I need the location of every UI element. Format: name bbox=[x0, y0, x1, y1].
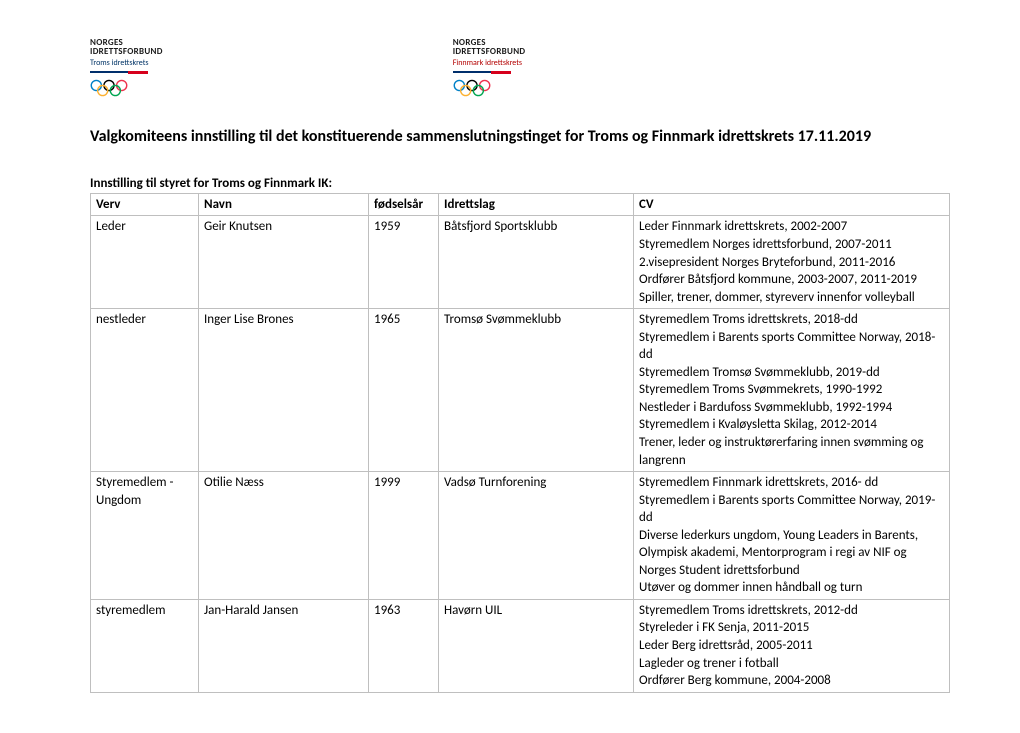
cell-year: 1999 bbox=[369, 472, 439, 600]
cell-verv: Leder bbox=[91, 216, 199, 309]
col-header-verv: Verv bbox=[91, 193, 199, 216]
cv-line: Trener, leder og instruktørerfaring inne… bbox=[639, 434, 944, 469]
board-table: Verv Navn fødselsår Idrettslag CV LederG… bbox=[90, 193, 950, 693]
table-header-row: Verv Navn fødselsår Idrettslag CV bbox=[91, 193, 950, 216]
cv-line: Styremedlem i Kvaløysletta Skilag, 2012-… bbox=[639, 416, 944, 434]
cv-line: Utøver og dommer innen håndball og turn bbox=[639, 579, 944, 597]
cell-navn: Otilie Næss bbox=[199, 472, 369, 600]
cell-cv: Leder Finnmark idrettskrets, 2002-2007St… bbox=[634, 216, 950, 309]
cv-line: Styremedlem Norges idrettsforbund, 2007-… bbox=[639, 236, 944, 254]
cv-line: Styremedlem Tromsø Svømmeklubb, 2019-dd bbox=[639, 364, 944, 382]
col-header-cv: CV bbox=[634, 193, 950, 216]
col-header-year: fødselsår bbox=[369, 193, 439, 216]
cv-line: 2.visepresident Norges Bryteforbund, 201… bbox=[639, 254, 944, 272]
cv-line: Styremedlem Troms Svømmekrets, 1990-1992 bbox=[639, 381, 944, 399]
logo-org-line2: IDRETTSFORBUND bbox=[90, 47, 163, 56]
cv-line: Nestleder i Bardufoss Svømmeklubb, 1992-… bbox=[639, 399, 944, 417]
logo-row: NORGES IDRETTSFORBUND Troms idrettskrets… bbox=[90, 38, 950, 97]
olympic-rings-icon bbox=[453, 79, 491, 97]
cv-line: Styremedlem i Barents sports Committee N… bbox=[639, 329, 944, 364]
cv-line: Ordfører Berg kommune, 2004-2008 bbox=[639, 672, 944, 690]
cell-verv: styremedlem bbox=[91, 599, 199, 692]
cell-idrettslag: Vadsø Turnforening bbox=[439, 472, 634, 600]
cell-cv: Styremedlem Troms idrettskrets, 2012-ddS… bbox=[634, 599, 950, 692]
cv-line: Diverse lederkurs ungdom, Young Leaders … bbox=[639, 527, 944, 580]
cell-year: 1959 bbox=[369, 216, 439, 309]
cv-line: Leder Berg idrettsråd, 2005-2011 bbox=[639, 637, 944, 655]
table-row: nestlederInger Lise Brones1965Tromsø Svø… bbox=[91, 309, 950, 472]
logo-org-line2: IDRETTSFORBUND bbox=[453, 47, 526, 56]
cv-line: Styremedlem Troms idrettskrets, 2018-dd bbox=[639, 311, 944, 329]
cv-line: Styreleder i FK Senja, 2011-2015 bbox=[639, 619, 944, 637]
table-row: LederGeir Knutsen1959Båtsfjord Sportsklu… bbox=[91, 216, 950, 309]
cell-verv: nestleder bbox=[91, 309, 199, 472]
logo-right-bar bbox=[453, 71, 511, 74]
cv-line: Styremedlem Troms idrettskrets, 2012-dd bbox=[639, 602, 944, 620]
cell-year: 1963 bbox=[369, 599, 439, 692]
logo-left-bar bbox=[90, 71, 148, 74]
olympic-rings-icon bbox=[90, 79, 128, 97]
col-header-lag: Idrettslag bbox=[439, 193, 634, 216]
col-header-navn: Navn bbox=[199, 193, 369, 216]
cell-navn: Jan-Harald Jansen bbox=[199, 599, 369, 692]
cell-navn: Inger Lise Brones bbox=[199, 309, 369, 472]
cell-idrettslag: Tromsø Svømmeklubb bbox=[439, 309, 634, 472]
cv-line: Leder Finnmark idrettskrets, 2002-2007 bbox=[639, 218, 944, 236]
cell-cv: Styremedlem Troms idrettskrets, 2018-ddS… bbox=[634, 309, 950, 472]
cv-line: Styremedlem Finnmark idrettskrets, 2016-… bbox=[639, 474, 944, 492]
page-title: Valgkomiteens innstilling til det konsti… bbox=[90, 127, 950, 146]
cv-line: Spiller, trener, dommer, styreverv innen… bbox=[639, 289, 944, 307]
cell-idrettslag: Havørn UIL bbox=[439, 599, 634, 692]
section-heading: Innstilling til styret for Troms og Finn… bbox=[90, 176, 950, 191]
cell-cv: Styremedlem Finnmark idrettskrets, 2016-… bbox=[634, 472, 950, 600]
cell-verv: Styremedlem - Ungdom bbox=[91, 472, 199, 600]
cell-idrettslag: Båtsfjord Sportsklubb bbox=[439, 216, 634, 309]
cell-year: 1965 bbox=[369, 309, 439, 472]
logo-left-sub: Troms idrettskrets bbox=[90, 58, 149, 68]
logo-left: NORGES IDRETTSFORBUND Troms idrettskrets bbox=[90, 38, 163, 97]
cv-line: Ordfører Båtsfjord kommune, 2003-2007, 2… bbox=[639, 271, 944, 289]
logo-right-sub: Finnmark idrettskrets bbox=[453, 58, 522, 68]
logo-right: NORGES IDRETTSFORBUND Finnmark idrettskr… bbox=[453, 38, 526, 97]
cell-navn: Geir Knutsen bbox=[199, 216, 369, 309]
cv-line: Styremedlem i Barents sports Committee N… bbox=[639, 492, 944, 527]
cv-line: Lagleder og trener i fotball bbox=[639, 655, 944, 673]
table-row: Styremedlem - UngdomOtilie Næss1999Vadsø… bbox=[91, 472, 950, 600]
table-row: styremedlemJan-Harald Jansen1963Havørn U… bbox=[91, 599, 950, 692]
